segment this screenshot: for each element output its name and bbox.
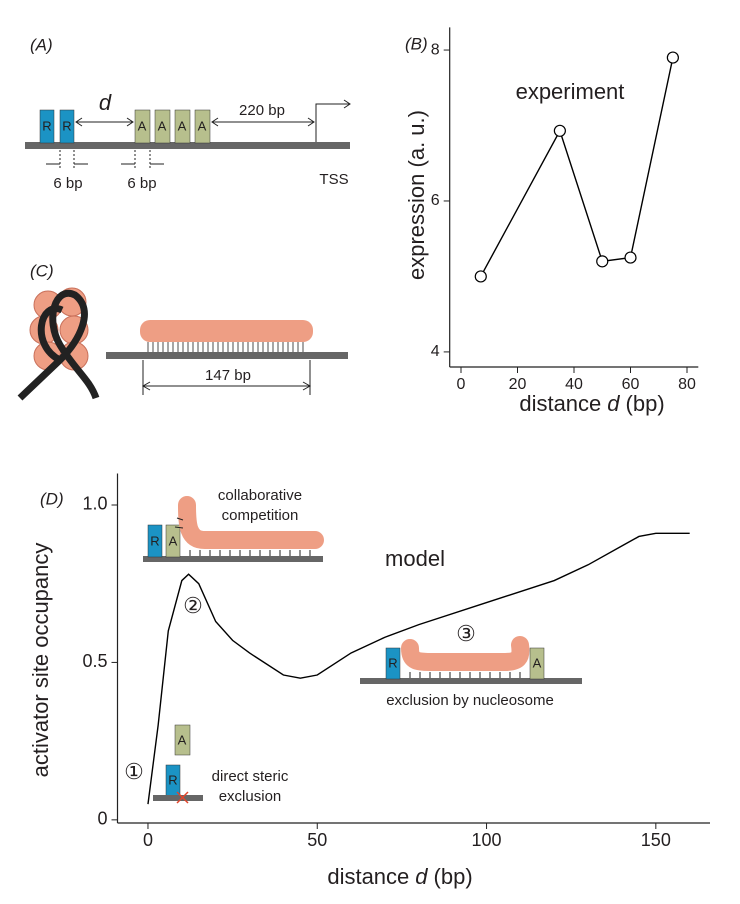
x-tick-label: 20 bbox=[509, 376, 527, 393]
inset-text: competition bbox=[222, 507, 299, 524]
distance-label: 220 bp bbox=[239, 102, 285, 119]
x-axis-label-part: distance bbox=[327, 864, 409, 889]
contacts bbox=[409, 672, 521, 678]
marker: ① bbox=[124, 759, 144, 784]
dna bbox=[153, 795, 203, 801]
box-label: R bbox=[388, 655, 397, 670]
y-tick-label: 1.0 bbox=[82, 494, 107, 514]
contacts bbox=[174, 517, 311, 556]
y-axis-label: expression (a. u.) bbox=[404, 110, 429, 280]
annotation: experiment bbox=[516, 79, 625, 104]
dna bbox=[143, 556, 323, 562]
x-axis-label-part: d bbox=[607, 391, 620, 416]
dna bbox=[360, 678, 582, 684]
x-axis-label: distance d (bp) bbox=[519, 391, 664, 416]
activator-box bbox=[174, 724, 191, 756]
inset-text: exclusion by nucleosome bbox=[386, 692, 554, 709]
insets: R A collaborative competition ② R A ③ ex… bbox=[124, 487, 582, 805]
width-label: 6 bp bbox=[53, 175, 82, 192]
x-tick-label: 0 bbox=[143, 830, 153, 850]
box-label: R bbox=[168, 772, 177, 787]
x-axis-label-part: (bp) bbox=[434, 864, 473, 889]
marker: ② bbox=[183, 593, 203, 618]
repressor-box bbox=[147, 524, 163, 558]
repressor-box bbox=[385, 647, 401, 680]
activator-box bbox=[134, 109, 151, 144]
nucleosome bbox=[140, 320, 313, 342]
dotted-guides bbox=[59, 150, 151, 168]
panel-label: (B) bbox=[405, 34, 428, 53]
line bbox=[147, 532, 690, 805]
activator-box bbox=[165, 524, 181, 558]
activator-box bbox=[194, 109, 211, 144]
nucleosome bbox=[401, 636, 530, 671]
inset-text: exclusion bbox=[219, 788, 282, 805]
y-tick-label: 4 bbox=[431, 343, 440, 360]
repressor-box bbox=[59, 109, 75, 144]
marker bbox=[666, 51, 679, 64]
width-label: 6 bp bbox=[127, 175, 156, 192]
dna-loop bbox=[17, 289, 100, 401]
x-axis-label-part: distance bbox=[519, 391, 601, 416]
marker: ③ bbox=[456, 621, 476, 646]
x-tick-label: 80 bbox=[678, 376, 696, 393]
x-tick-label: 60 bbox=[622, 376, 640, 393]
length-arrow bbox=[141, 360, 312, 395]
box-label: A bbox=[533, 655, 542, 670]
panel-label: (A) bbox=[30, 35, 53, 54]
annotation: model bbox=[385, 546, 445, 571]
box-label: A bbox=[169, 533, 178, 548]
diagram-c: (C) 147 bp bbox=[17, 261, 348, 401]
x-tick-label: 0 bbox=[457, 376, 466, 393]
activator-box bbox=[529, 647, 545, 680]
spacing-label: d bbox=[99, 90, 112, 115]
length-label: 147 bp bbox=[205, 367, 251, 384]
x-tick-label: 50 bbox=[307, 830, 327, 850]
contacts bbox=[147, 342, 304, 352]
marker bbox=[553, 124, 566, 137]
x-axis-label-part: d bbox=[415, 864, 428, 889]
y-tick-label: 8 bbox=[431, 41, 440, 58]
activator-box bbox=[174, 109, 191, 144]
inset-text: collaborative bbox=[218, 487, 302, 504]
box-label: R bbox=[62, 118, 71, 133]
dna bbox=[25, 142, 350, 149]
box-label: R bbox=[150, 533, 159, 548]
box-label: R bbox=[42, 118, 51, 133]
marker bbox=[624, 251, 637, 264]
box-label: A bbox=[138, 118, 147, 133]
diagram-a: (A) R R A A A A d 220 bp 6 bp 6 bp TSS bbox=[25, 35, 351, 192]
box-label: A bbox=[178, 732, 187, 747]
y-tick-label: 6 bbox=[431, 192, 440, 209]
panel-label: (C) bbox=[30, 261, 54, 280]
arrows bbox=[75, 99, 351, 142]
y-axis-label: activator site occupancy bbox=[28, 543, 53, 778]
tss-label: TSS bbox=[319, 171, 348, 188]
x-axis-label-part: (bp) bbox=[626, 391, 665, 416]
dna bbox=[106, 352, 348, 359]
nucleosome bbox=[178, 496, 324, 549]
inset-text: direct steric bbox=[212, 768, 289, 785]
x-axis-label: distance d (bp) bbox=[327, 864, 472, 889]
box-label: A bbox=[178, 118, 187, 133]
x-tick-label: 100 bbox=[472, 830, 502, 850]
marker bbox=[596, 255, 609, 268]
x-tick-label: 150 bbox=[641, 830, 671, 850]
repressor-box bbox=[39, 109, 55, 144]
y-tick-label: 0.5 bbox=[82, 651, 107, 671]
cross bbox=[176, 791, 189, 804]
box-label: A bbox=[158, 118, 167, 133]
marker bbox=[474, 270, 487, 283]
y-tick-label: 0 bbox=[97, 809, 107, 829]
x-tick-label: 40 bbox=[565, 376, 583, 393]
box-label: A bbox=[198, 118, 207, 133]
panel-label: (D) bbox=[40, 489, 64, 508]
activator-box bbox=[154, 109, 171, 144]
